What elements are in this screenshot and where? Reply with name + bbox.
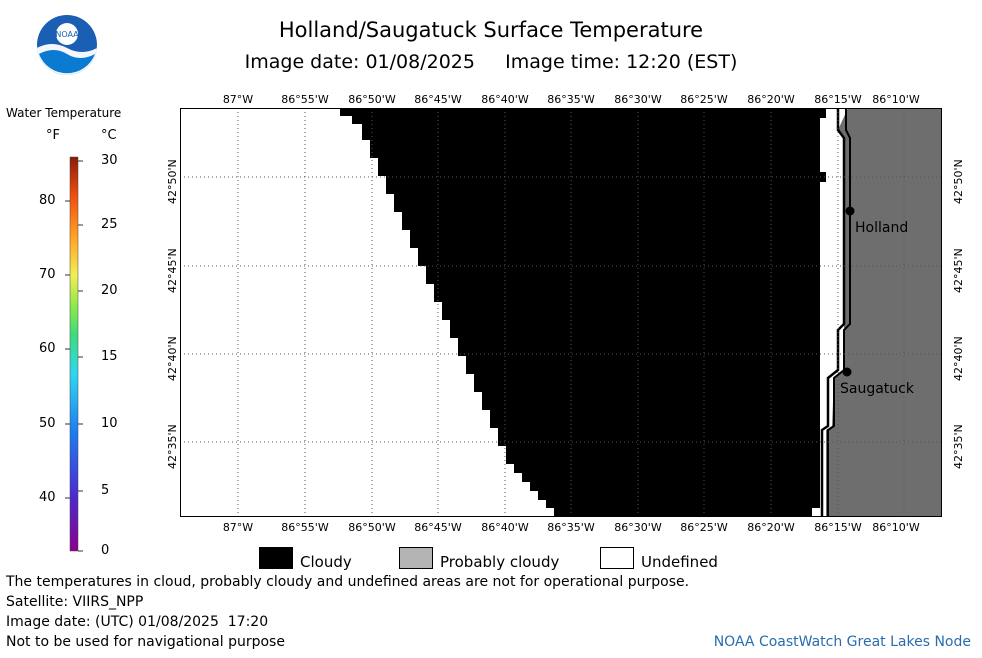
disclaimer-text: The temperatures in cloud, probably clou… — [6, 574, 690, 590]
graticule — [180, 108, 942, 517]
lon-label: 86°25'W — [680, 93, 728, 106]
shoreline — [820, 108, 846, 517]
c-tick: 25 — [101, 217, 118, 232]
logo-text: NOAA — [55, 30, 79, 39]
credit-text: NOAA CoastWatch Great Lakes Node — [713, 634, 971, 650]
lon-label: 86°50'W — [348, 93, 396, 106]
f-tick: 40 — [39, 490, 56, 505]
color-scale — [65, 156, 83, 552]
unit-celsius: °C — [101, 128, 117, 143]
lon-label: 87°W — [222, 521, 254, 534]
map-area — [180, 108, 942, 517]
lon-label: 86°10'W — [872, 93, 920, 106]
lon-label: 86°20'W — [747, 93, 795, 106]
lon-label: 86°15'W — [814, 93, 862, 106]
satellite-text: Satellite: VIIRS_NPP — [6, 594, 144, 610]
image-date: Image date: 01/08/2025 — [244, 51, 475, 73]
c-tick: 30 — [101, 153, 118, 168]
lon-label: 86°40'W — [481, 521, 529, 534]
c-tick: 15 — [101, 349, 118, 364]
cloudy-edge — [792, 108, 826, 492]
lat-label: 42°45'N — [166, 248, 179, 293]
lon-label: 86°45'W — [414, 521, 462, 534]
lon-label: 86°35'W — [547, 93, 595, 106]
navigation-warning: Not to be used for navigational purpose — [6, 634, 285, 650]
utc-date-text: Image date: (UTC) 01/08/2025 17:20 — [6, 614, 269, 630]
lon-label: 86°55'W — [281, 93, 329, 106]
legend-title: Water Temperature — [6, 106, 122, 120]
probably-cloudy-label: Probably cloudy — [440, 553, 560, 571]
lon-label: 86°45'W — [414, 93, 462, 106]
f-tick: 70 — [39, 267, 56, 282]
c-tick: 0 — [101, 543, 110, 558]
lon-label: 86°20'W — [747, 521, 795, 534]
image-datetime: Image date: 01/08/2025 Image time: 12:20… — [0, 51, 982, 73]
lat-label: 42°45'N — [952, 248, 965, 293]
lat-label: 42°35'N — [166, 424, 179, 469]
lon-label: 86°55'W — [281, 521, 329, 534]
cloudy-label: Cloudy — [300, 553, 352, 571]
lon-label: 86°30'W — [614, 521, 662, 534]
cloudy-region — [340, 108, 820, 517]
lon-label: 86°25'W — [680, 521, 728, 534]
probably-cloudy-swatch — [399, 547, 433, 569]
lon-label: 86°10'W — [872, 521, 920, 534]
f-tick: 60 — [39, 341, 56, 356]
city-label-saugatuck: Saugatuck — [840, 381, 914, 397]
lon-label: 86°40'W — [481, 93, 529, 106]
c-tick: 20 — [101, 283, 118, 298]
lat-label: 42°35'N — [952, 424, 965, 469]
f-tick: 80 — [39, 193, 56, 208]
lat-label: 42°40'N — [166, 336, 179, 381]
lat-label: 42°50'N — [166, 159, 179, 204]
undefined-swatch — [600, 547, 634, 569]
cloudy-swatch — [259, 547, 293, 569]
land-region — [826, 108, 942, 517]
lon-label: 87°W — [222, 93, 254, 106]
lat-label: 42°40'N — [952, 336, 965, 381]
c-tick: 5 — [101, 483, 110, 498]
lon-label: 86°35'W — [547, 521, 595, 534]
f-tick: 50 — [39, 416, 56, 431]
page-title: Holland/Saugatuck Surface Temperature — [278, 18, 704, 42]
city-marker-saugatuck — [842, 367, 852, 377]
undefined-label: Undefined — [641, 553, 718, 571]
city-label-holland: Holland — [855, 220, 909, 236]
lon-label: 86°30'W — [614, 93, 662, 106]
lon-label: 86°50'W — [348, 521, 396, 534]
lat-label: 42°50'N — [952, 159, 965, 204]
image-time: Image time: 12:20 (EST) — [505, 51, 738, 73]
noaa-logo: NOAA — [37, 15, 97, 75]
unit-fahrenheit: °F — [46, 128, 60, 143]
city-marker-holland — [845, 206, 855, 216]
c-tick: 10 — [101, 416, 118, 431]
lon-label: 86°15'W — [814, 521, 862, 534]
